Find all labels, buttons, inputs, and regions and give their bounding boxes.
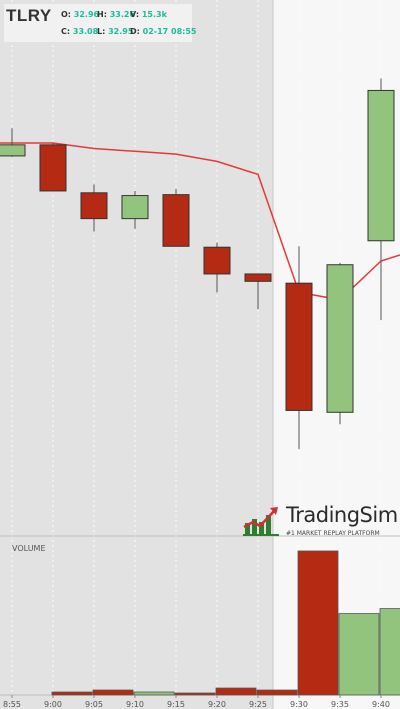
candle-body	[39, 144, 67, 192]
x-tick-label: 9:35	[331, 700, 349, 709]
volume-bar-9:40	[379, 608, 400, 696]
candle-9:05	[80, 184, 108, 232]
candle-9:30	[285, 246, 313, 450]
volume-label: V:	[130, 10, 140, 19]
low-value: 32.95	[108, 27, 134, 36]
volume-bar-9:05	[92, 689, 134, 696]
candle-body	[0, 144, 26, 157]
volume-bar-9:25	[256, 689, 298, 696]
high-label: H:	[97, 10, 107, 19]
x-tick-label: 9:00	[44, 700, 62, 709]
open-value: 32.96	[73, 10, 100, 19]
volume-bar-9:20	[215, 687, 257, 696]
candle-body	[285, 282, 313, 411]
candle-body	[326, 264, 354, 413]
volume-bar-9:35	[338, 613, 380, 696]
date-value: 02-17 08:55	[142, 27, 197, 36]
candlesticks	[0, 78, 395, 450]
x-tick-label: 9:10	[126, 700, 144, 709]
high-value: 33.26	[109, 10, 136, 19]
moving-average-path	[0, 142, 400, 301]
x-tick-label: 9:05	[85, 700, 103, 709]
close-readout: C: 33.08	[61, 27, 98, 36]
x-tick-label: 9:15	[167, 700, 185, 709]
candle-body	[367, 89, 395, 242]
candle-9:00	[39, 143, 67, 192]
volume-bar-9:00	[51, 691, 93, 696]
volume-panel-label: VOLUME	[12, 544, 46, 553]
close-value: 33.08	[72, 27, 99, 36]
candle-9:10	[121, 190, 149, 229]
tradingsim-logo-icon	[243, 507, 279, 536]
candle-body	[244, 273, 272, 282]
volume-bar-9:15	[174, 692, 216, 696]
candle-body	[121, 195, 149, 220]
brand-tagline: #1 MARKET REPLAY PLATFORM	[286, 530, 380, 537]
x-tick-label: 9:40	[372, 700, 390, 709]
low-label: L:	[97, 27, 106, 36]
x-tick-label: 9:25	[249, 700, 267, 709]
candle-body	[80, 192, 108, 220]
premarket-shading	[0, 0, 273, 709]
open-label: O:	[61, 10, 71, 19]
ohlc-info-box	[3, 3, 193, 43]
brand-name: TradingSim	[286, 503, 398, 527]
date-label: D:	[130, 27, 140, 36]
volume-readout: V: 15.3k	[130, 10, 167, 19]
x-tick-label: 8:55	[3, 700, 21, 709]
candle-9:20	[203, 242, 231, 293]
candle-9:40	[367, 78, 395, 321]
ticker-symbol: TLRY	[6, 6, 52, 25]
volume-value: 15.3k	[141, 10, 167, 19]
candle-body	[203, 246, 231, 275]
volume-bar-9:10	[133, 691, 175, 696]
candle-8:55	[0, 128, 26, 157]
volume-bar-9:30	[297, 550, 339, 696]
tradingsim-branding: TradingSim #1 MARKET REPLAY PLATFORM	[243, 503, 400, 539]
candle-9:15	[162, 189, 190, 247]
x-tick-label: 9:20	[208, 700, 226, 709]
x-tick-label: 9:30	[290, 700, 308, 709]
moving-average-line	[0, 142, 400, 301]
candle-body	[162, 194, 190, 247]
x-axis: 8:55 9:00 9:05 9:10 9:15 9:20 9:25 9:30 9:35 9:40	[3, 695, 390, 709]
close-label: C:	[61, 27, 71, 36]
candle-9:25	[244, 273, 272, 309]
volume-bars	[51, 550, 400, 696]
candle-9:35	[326, 262, 354, 425]
open-readout: O: 32.96	[61, 10, 99, 19]
low-readout: L: 32.95	[97, 27, 133, 36]
date-readout: D: 02-17 08:55	[130, 27, 196, 36]
high-readout: H: 33.26	[97, 10, 135, 19]
